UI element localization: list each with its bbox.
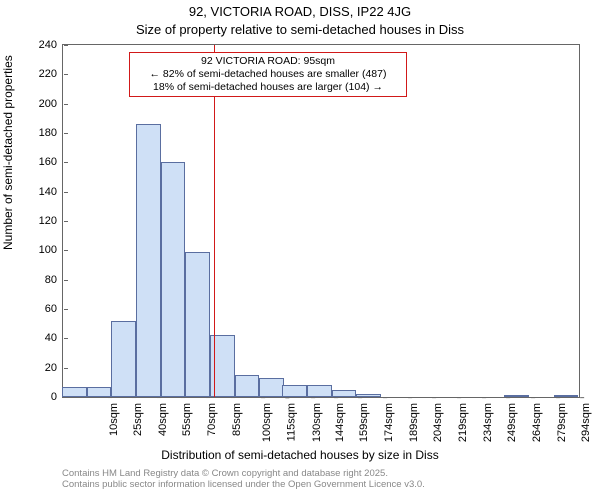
x-tick: 130sqm <box>311 403 323 442</box>
x-tick: 25sqm <box>132 403 144 436</box>
y-tick: 120 <box>39 215 63 227</box>
x-tick: 100sqm <box>262 403 274 442</box>
histogram-bar <box>161 162 186 397</box>
histogram-bar <box>504 395 529 397</box>
histogram-bar <box>87 387 112 397</box>
x-tick: 115sqm <box>285 403 297 441</box>
x-tick: 189sqm <box>408 403 420 442</box>
y-tick: 100 <box>39 244 63 256</box>
x-tick: 234sqm <box>482 403 494 442</box>
x-axis-label: Distribution of semi-detached houses by … <box>0 448 600 462</box>
credits-block: Contains HM Land Registry data © Crown c… <box>62 468 425 491</box>
x-tick: 294sqm <box>580 403 592 442</box>
histogram-bar <box>554 395 579 397</box>
x-tick: 40sqm <box>157 403 169 436</box>
histogram-bar <box>136 124 161 397</box>
y-tick: 200 <box>39 98 63 110</box>
histogram-bar <box>111 321 136 397</box>
x-tick: 159sqm <box>358 403 370 442</box>
annotation-line: 18% of semi-detached houses are larger (… <box>136 81 400 94</box>
y-tick: 240 <box>39 39 63 51</box>
histogram-bar <box>332 390 357 397</box>
annotation-line: 92 VICTORIA ROAD: 95sqm <box>136 55 400 68</box>
x-tick: 204sqm <box>432 403 444 442</box>
histogram-bar <box>259 378 284 397</box>
y-tick: 0 <box>51 391 63 403</box>
page-title-line1: 92, VICTORIA ROAD, DISS, IP22 4JG <box>0 4 600 19</box>
y-tick: 80 <box>45 274 63 286</box>
x-tick: 10sqm <box>108 403 120 436</box>
x-tick: 174sqm <box>383 403 395 442</box>
y-tick: 60 <box>45 303 63 315</box>
y-axis-label: Number of semi-detached properties <box>1 55 15 250</box>
histogram-bar <box>282 385 307 397</box>
y-tick: 40 <box>45 332 63 344</box>
x-tick: 55sqm <box>181 403 193 436</box>
x-tick: 85sqm <box>231 403 243 436</box>
y-tick: 160 <box>39 156 63 168</box>
credits-line2: Contains public sector information licen… <box>62 479 425 490</box>
credits-line1: Contains HM Land Registry data © Crown c… <box>62 468 425 479</box>
histogram-bar <box>307 385 332 397</box>
x-tick: 249sqm <box>506 403 518 442</box>
y-tick: 20 <box>45 362 63 374</box>
property-marker-line <box>214 45 215 397</box>
annotation-box: 92 VICTORIA ROAD: 95sqm← 82% of semi-det… <box>129 52 407 97</box>
chart-plot-area: 02040608010012014016018020022024010sqm25… <box>62 44 580 398</box>
page-title-line2: Size of property relative to semi-detach… <box>0 22 600 37</box>
histogram-bar <box>235 375 260 397</box>
x-tick: 144sqm <box>334 403 346 442</box>
histogram-bar <box>356 394 381 397</box>
x-tick: 70sqm <box>206 403 218 436</box>
y-tick: 220 <box>39 68 63 80</box>
y-tick: 140 <box>39 186 63 198</box>
x-tick: 279sqm <box>556 403 568 442</box>
histogram-bar <box>185 252 210 397</box>
x-tick: 219sqm <box>457 403 469 442</box>
y-tick: 180 <box>39 127 63 139</box>
annotation-line: ← 82% of semi-detached houses are smalle… <box>136 68 400 81</box>
x-tick: 264sqm <box>531 403 543 442</box>
histogram-bar <box>62 387 87 397</box>
